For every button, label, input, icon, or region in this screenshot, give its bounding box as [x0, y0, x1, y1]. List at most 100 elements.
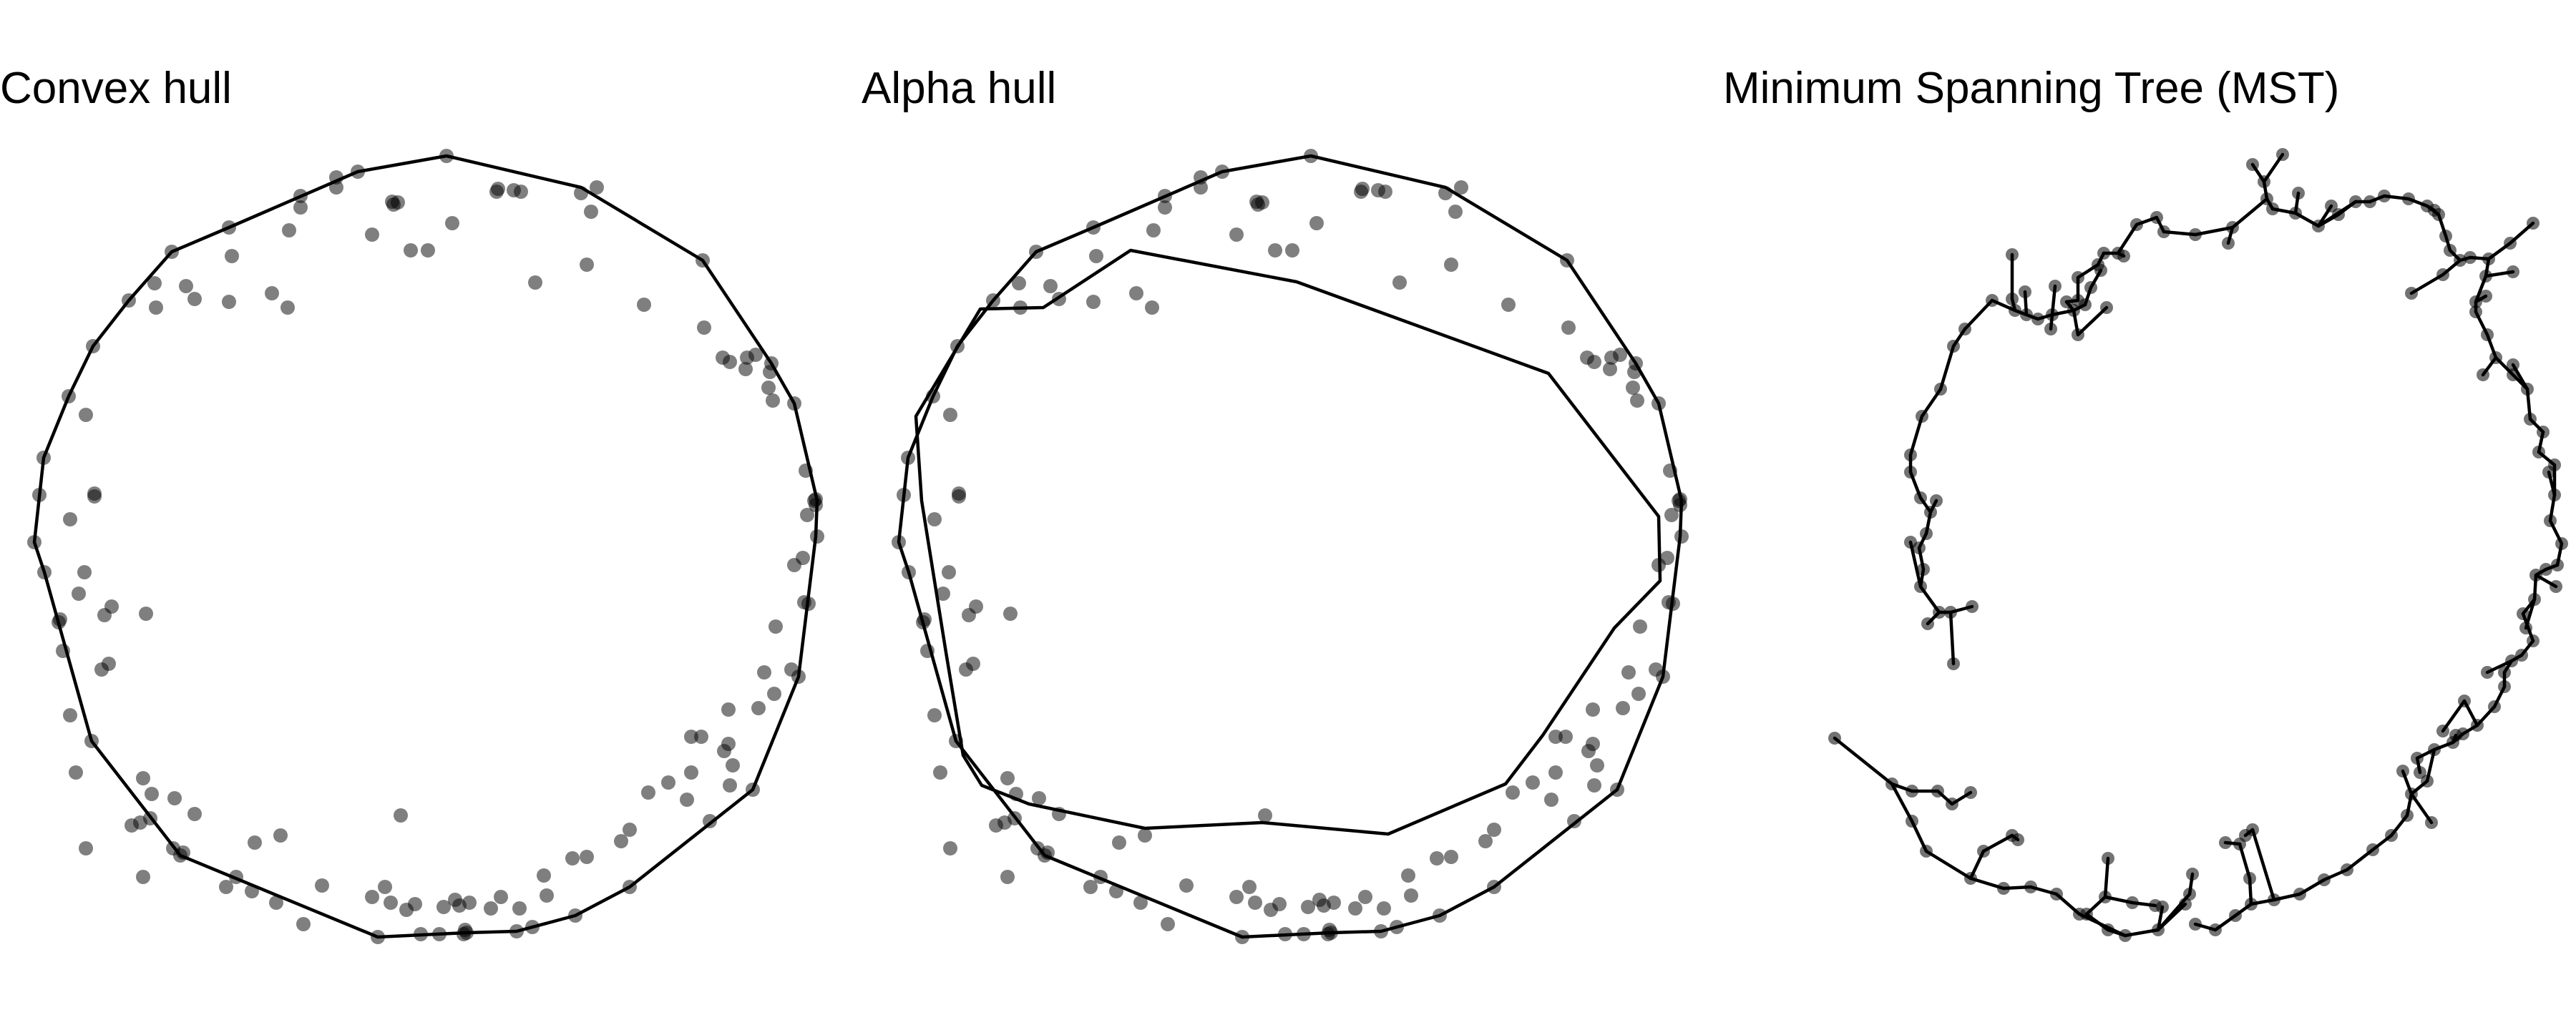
- mst-node-52: [2239, 829, 2252, 842]
- data-point-123: [53, 612, 67, 627]
- mst-node-115: [2479, 290, 2492, 303]
- mst-edge-136: [1908, 414, 1924, 457]
- data-point-30: [1194, 170, 1208, 185]
- mst-node-4: [1946, 798, 1958, 810]
- mst-node-119: [2130, 218, 2143, 231]
- data-point-54: [491, 182, 505, 196]
- mst-node-53: [2457, 727, 2469, 740]
- data-point-81: [680, 793, 694, 807]
- mst-node-68: [2555, 537, 2568, 550]
- data-point-131: [315, 878, 329, 893]
- mst-node-129: [2031, 313, 2044, 325]
- mst-node-57: [2488, 700, 2501, 713]
- mst-node-101: [2260, 192, 2273, 205]
- data-point-88: [565, 851, 580, 865]
- mst-plot: [1828, 148, 2568, 942]
- data-point-57: [580, 258, 594, 272]
- mst-node-50: [2219, 836, 2232, 849]
- mst-node-118: [2150, 211, 2163, 224]
- mst-node-104: [2226, 221, 2239, 234]
- mst-node-63: [2517, 607, 2529, 620]
- data-point-109: [1032, 791, 1046, 805]
- mst-node-34: [2318, 873, 2331, 886]
- data-point-118: [69, 765, 83, 780]
- data-point-134: [525, 920, 540, 934]
- mst-edge-5: [1890, 782, 1914, 823]
- mst-node-54: [2471, 719, 2484, 732]
- data-point-5: [902, 565, 916, 579]
- data-point-105: [248, 835, 262, 850]
- data-point-73: [784, 662, 799, 677]
- data-point-77: [1616, 701, 1630, 715]
- mst-node-130: [2020, 308, 2033, 321]
- mst-node-114: [2507, 265, 2519, 278]
- data-point-5: [37, 565, 52, 579]
- mst-node-35: [2341, 863, 2353, 876]
- mst-edge-155: [2076, 305, 2109, 337]
- data-point-98: [1264, 903, 1278, 917]
- data-point-27: [1438, 186, 1453, 200]
- mst-node-19: [2183, 888, 2196, 901]
- data-point-103: [269, 896, 283, 910]
- mst-node-12: [1997, 882, 2010, 895]
- mst-node-135: [1934, 383, 1947, 396]
- data-point-56: [584, 205, 598, 219]
- mst-node-74: [2524, 413, 2537, 426]
- data-point-16: [1487, 880, 1501, 894]
- data-point-113: [136, 771, 150, 785]
- data-point-105: [1112, 835, 1126, 850]
- data-point-15: [1433, 908, 1447, 923]
- mst-node-133: [1958, 323, 1971, 335]
- data-point-11: [371, 930, 385, 944]
- data-point-34: [147, 276, 162, 290]
- data-point-17: [1567, 814, 1581, 828]
- mst-node-45: [2411, 752, 2424, 765]
- data-point-112: [145, 787, 159, 801]
- data-point-112: [1009, 787, 1023, 801]
- mst-node-48: [2243, 872, 2256, 885]
- data-point-107: [1093, 870, 1108, 884]
- data-point-69: [800, 508, 814, 522]
- data-point-121: [56, 644, 70, 658]
- data-point-107: [229, 870, 243, 884]
- data-point-33: [986, 293, 1000, 308]
- mst-node-102: [2258, 175, 2270, 188]
- mst-node-2: [1906, 785, 1918, 798]
- data-point-87: [580, 850, 594, 864]
- mst-node-21: [2179, 898, 2192, 911]
- data-point-84: [641, 785, 655, 800]
- data-point-85: [1526, 775, 1540, 790]
- data-point-12: [1278, 927, 1292, 941]
- data-point-12: [414, 927, 428, 941]
- data-point-137: [1548, 730, 1563, 744]
- data-point-25: [1560, 253, 1574, 268]
- mst-node-31: [2245, 898, 2258, 911]
- data-point-141: [1604, 350, 1619, 365]
- data-point-89: [1401, 868, 1415, 883]
- data-point-118: [933, 765, 947, 780]
- mst-node-39: [2405, 788, 2418, 800]
- data-point-72: [801, 597, 816, 611]
- data-point-29: [351, 165, 365, 179]
- mst-node-87: [2436, 268, 2449, 281]
- data-point-102: [1161, 917, 1175, 931]
- mst-node-148: [1966, 600, 1979, 613]
- alpha-hull-inner-boundary: [914, 248, 1662, 836]
- data-point-55: [528, 275, 542, 290]
- data-point-38: [293, 189, 308, 203]
- mst-node-88: [2405, 287, 2418, 300]
- data-point-47: [445, 216, 459, 230]
- data-point-116: [1000, 870, 1015, 884]
- mst-node-158: [2006, 248, 2019, 261]
- data-point-108: [1052, 807, 1066, 821]
- mst-node-78: [2481, 328, 2494, 341]
- data-point-14: [509, 924, 524, 938]
- data-point-74: [1631, 687, 1646, 701]
- mst-node-59: [2498, 666, 2511, 679]
- data-point-82: [1590, 758, 1604, 772]
- data-point-72: [1666, 597, 1680, 611]
- convex-hull-outline: [32, 154, 819, 939]
- mst-node-124: [2072, 271, 2084, 284]
- data-point-106: [273, 828, 288, 843]
- mst-node-160: [2049, 280, 2062, 293]
